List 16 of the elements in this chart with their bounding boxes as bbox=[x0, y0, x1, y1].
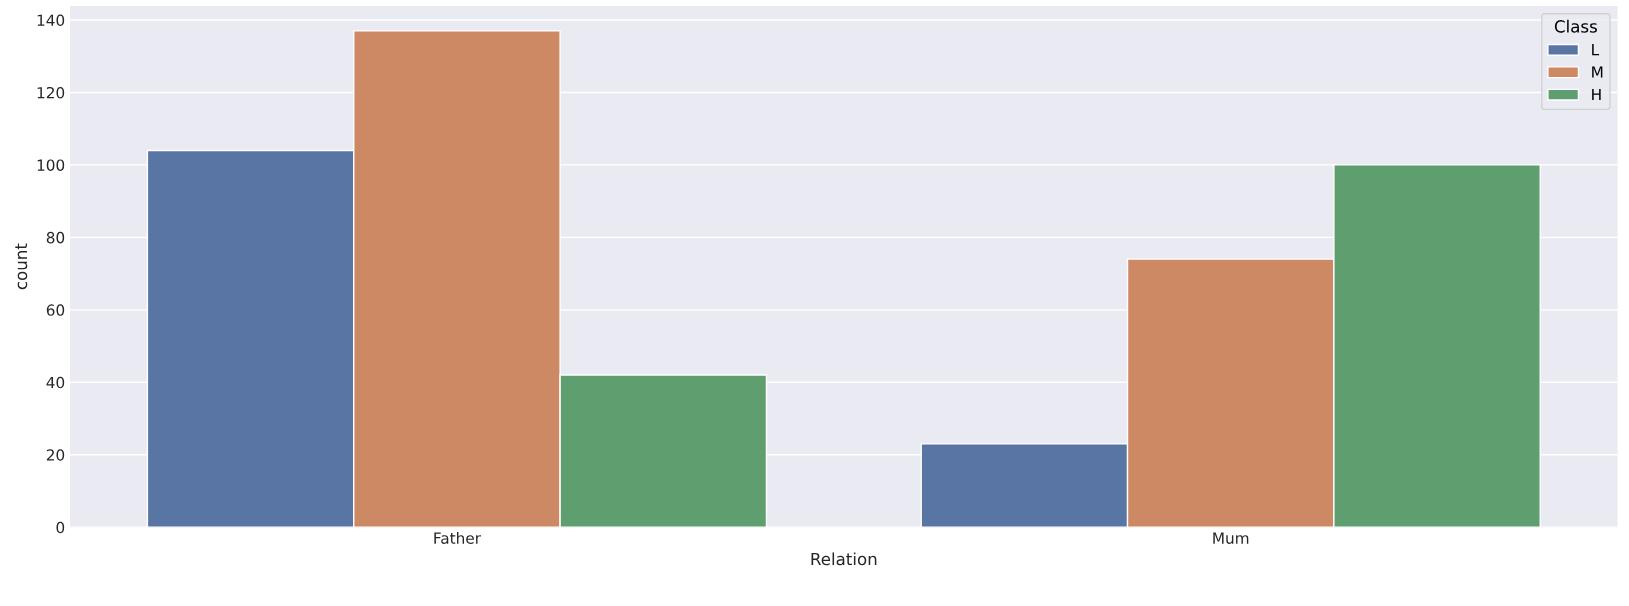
y-tick-label: 80 bbox=[46, 231, 65, 244]
legend-label: H bbox=[1592, 88, 1601, 101]
y-axis-title: count bbox=[15, 243, 28, 290]
x-axis-title: Relation bbox=[811, 552, 877, 566]
x-tick-label: Father bbox=[434, 532, 481, 544]
y-tick-label: 140 bbox=[37, 14, 65, 27]
y-tick-label: 60 bbox=[46, 304, 65, 316]
legend-label: L bbox=[1592, 44, 1600, 56]
y-tick-label: 120 bbox=[37, 86, 65, 99]
y-tick-label: 20 bbox=[46, 449, 65, 461]
x-tick-label: Mum bbox=[1213, 532, 1249, 544]
y-tick-label: 0 bbox=[56, 521, 65, 534]
y-tick-label: 40 bbox=[46, 376, 65, 389]
legend-title: Class bbox=[1554, 19, 1597, 33]
y-tick-label: 100 bbox=[37, 159, 65, 171]
legend-label: M bbox=[1592, 66, 1603, 78]
